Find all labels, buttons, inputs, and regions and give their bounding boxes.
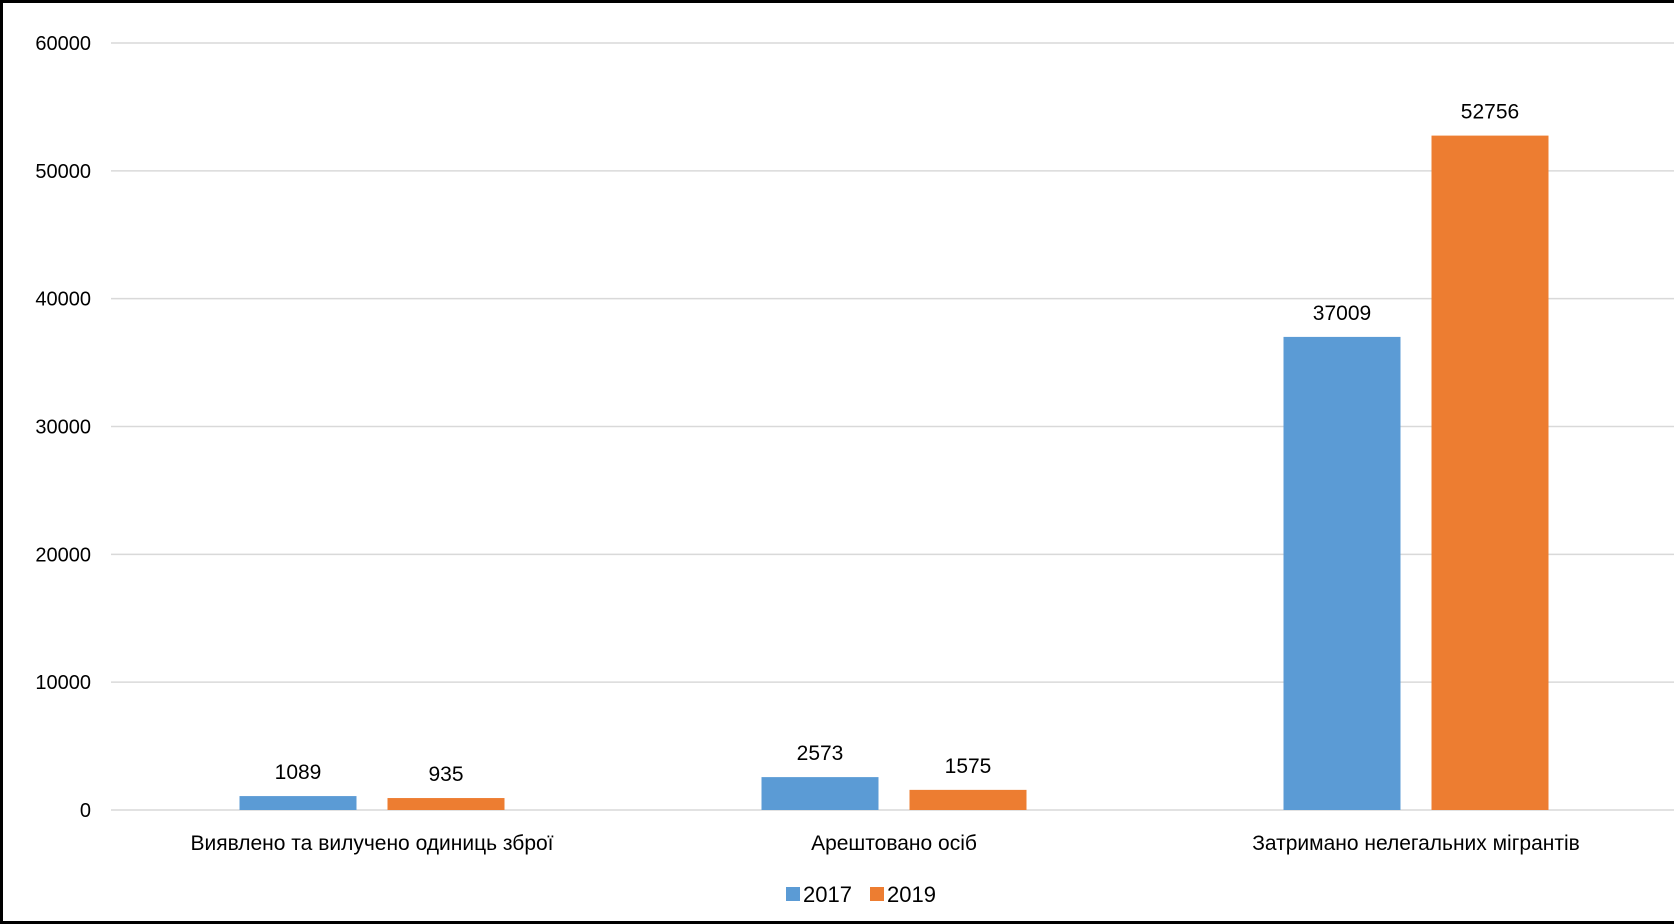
- gridlines: [111, 42, 1674, 811]
- y-tick-label: 0: [80, 800, 91, 822]
- data-label-2019: 935: [428, 763, 463, 786]
- data-label-2019: 1575: [945, 755, 992, 778]
- x-axis-categories: Виявлено та вилучено одиниць зброї Арешто…: [190, 832, 1579, 855]
- bars: [239, 135, 1549, 810]
- data-labels: 1089 935 2573 1575 37009 52756: [275, 101, 1520, 786]
- y-tick-label: 60000: [35, 33, 91, 55]
- y-tick-label: 20000: [35, 544, 91, 566]
- legend-label-2019: 2019: [887, 882, 936, 907]
- data-label-2017: 1089: [275, 761, 322, 784]
- legend: 2017 2019: [786, 882, 936, 907]
- data-label-2017: 37009: [1313, 302, 1371, 325]
- legend-swatch-2019: [870, 887, 884, 901]
- y-tick-label: 10000: [35, 672, 91, 694]
- x-category-label: Виявлено та вилучено одиниць зброї: [190, 832, 553, 855]
- bar-2017: [239, 796, 357, 810]
- bar-2019: [387, 798, 505, 810]
- data-label-2019: 52756: [1461, 101, 1519, 124]
- legend-swatch-2017: [786, 887, 800, 901]
- y-tick-label: 30000: [35, 417, 91, 439]
- y-axis-ticks: 0 10000 20000 30000 40000 50000 60000: [35, 33, 91, 822]
- x-category-label: Затримано нелегальних мігрантів: [1252, 832, 1580, 855]
- data-label-2017: 2573: [797, 742, 844, 765]
- x-category-label: Арештовано осіб: [811, 832, 977, 855]
- bar-chart: 0 10000 20000 30000 40000 50000 60000 1089 935 2…: [35, 33, 1674, 907]
- legend-label-2017: 2017: [803, 882, 852, 907]
- bar-2017: [761, 777, 879, 810]
- y-tick-label: 50000: [35, 161, 91, 183]
- bar-2017: [1283, 336, 1401, 810]
- bar-2019: [1431, 135, 1549, 810]
- y-tick-label: 40000: [35, 289, 91, 311]
- bar-2019: [909, 789, 1027, 810]
